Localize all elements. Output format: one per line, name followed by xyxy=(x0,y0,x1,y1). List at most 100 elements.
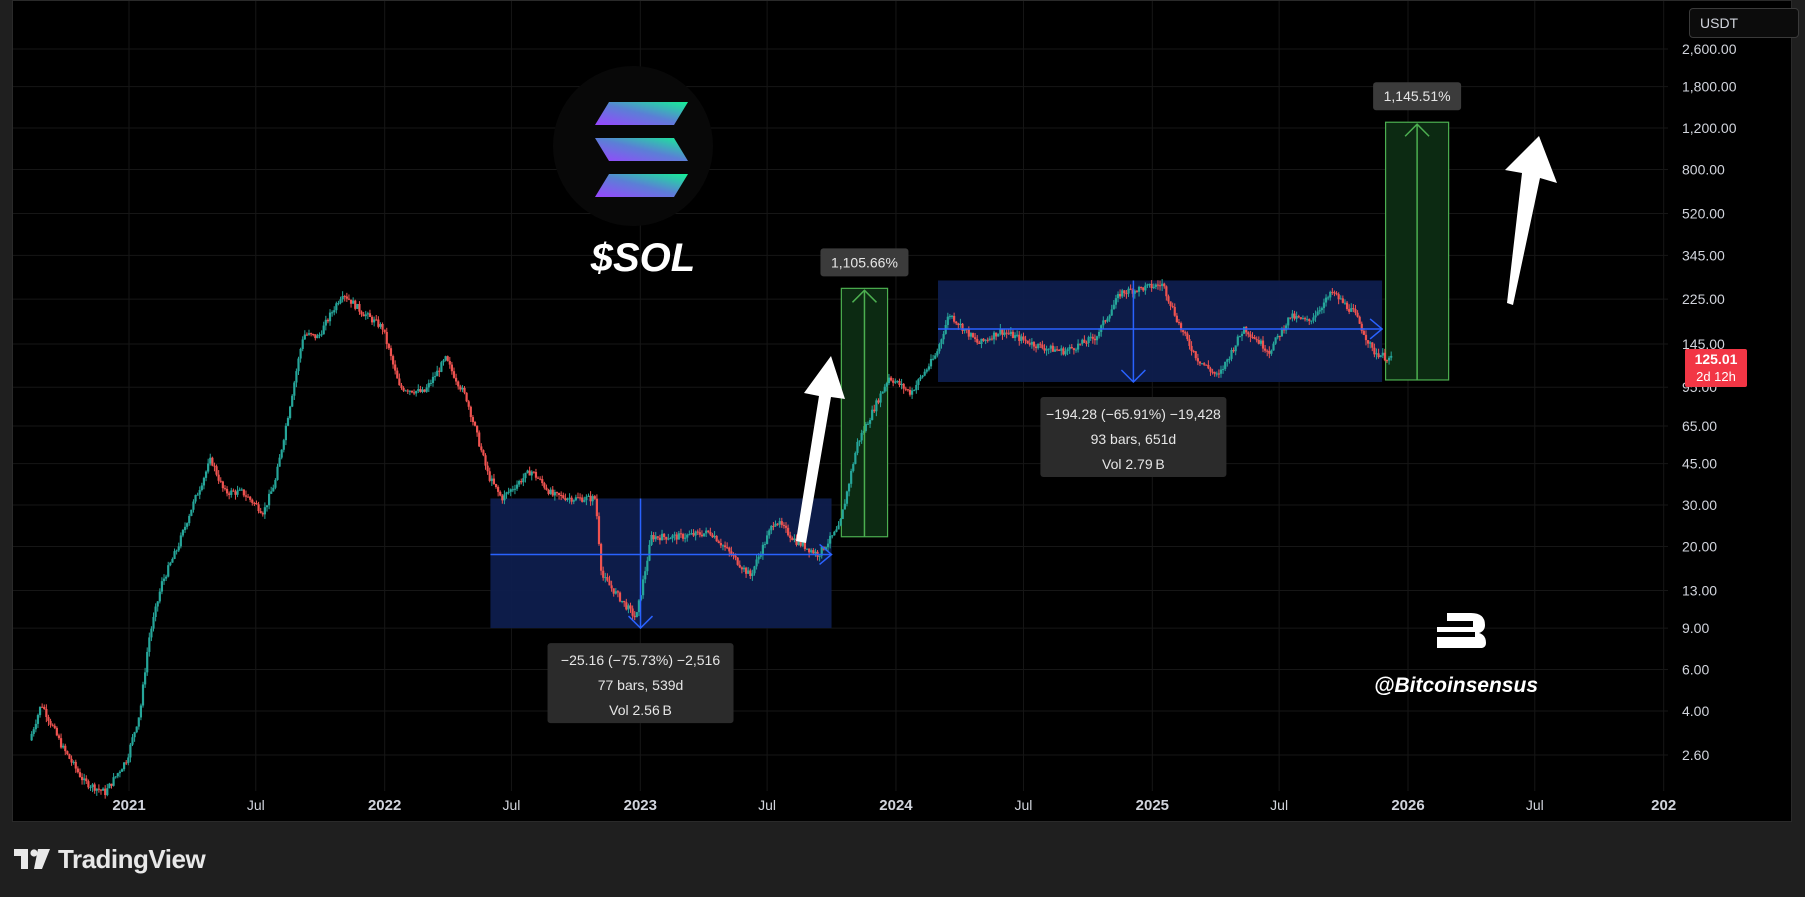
candle xyxy=(370,315,374,325)
candle xyxy=(1001,328,1004,340)
chart-canvas[interactable]: −25.16 (−75.73%) −2,516 77 bars, 539d Vol … xyxy=(13,1,1793,823)
candle xyxy=(499,490,502,497)
candle xyxy=(114,776,117,779)
candle xyxy=(1339,295,1342,300)
candle xyxy=(43,704,46,710)
candle xyxy=(1228,356,1231,364)
candle xyxy=(1039,341,1042,348)
y-tick-label: 345.00 xyxy=(1682,247,1725,263)
candle xyxy=(723,541,727,551)
candle xyxy=(1018,331,1021,346)
candle xyxy=(104,785,107,799)
candle xyxy=(606,573,609,582)
candle xyxy=(850,468,853,488)
candle xyxy=(251,498,254,506)
candle xyxy=(513,484,517,495)
candle xyxy=(1381,348,1384,359)
candle xyxy=(55,726,58,737)
candle xyxy=(375,315,378,321)
candle xyxy=(589,491,592,506)
candle xyxy=(1236,334,1239,347)
candle xyxy=(406,389,409,395)
candle xyxy=(929,354,933,370)
candle xyxy=(923,368,926,377)
candle xyxy=(1104,319,1107,324)
candle xyxy=(572,499,575,505)
candle xyxy=(448,356,451,369)
candle xyxy=(95,788,98,796)
candle xyxy=(713,531,716,539)
candle xyxy=(553,489,556,501)
candle xyxy=(560,491,563,501)
candle xyxy=(1314,310,1317,322)
candle xyxy=(608,575,611,586)
tradingview-logo[interactable]: TradingView xyxy=(14,842,206,876)
candle xyxy=(1261,336,1265,353)
time-axis[interactable]: 2021 Jul 2022 Jul 2023 Jul 2024 Jul 2025 Jul 2026 J… xyxy=(112,797,1676,814)
candle xyxy=(131,734,134,747)
candle xyxy=(833,530,836,536)
candle xyxy=(1253,334,1256,340)
candle xyxy=(183,522,187,533)
range-box[interactable] xyxy=(938,280,1383,382)
candle xyxy=(436,365,439,377)
candle xyxy=(921,374,924,379)
range-box[interactable] xyxy=(490,498,832,629)
range-info-line3: Vol 2.56 B xyxy=(609,702,672,718)
candle xyxy=(1345,300,1349,311)
candle xyxy=(284,423,287,446)
candle xyxy=(1268,346,1271,359)
candle xyxy=(648,540,651,562)
candle xyxy=(1213,371,1216,377)
candle xyxy=(1129,284,1132,291)
candle xyxy=(310,332,313,337)
currency-selector-button[interactable]: USDT xyxy=(1689,8,1799,38)
candle xyxy=(1184,330,1187,337)
candle xyxy=(373,316,376,327)
candle xyxy=(339,296,342,305)
y-tick-label: 2,600.00 xyxy=(1682,41,1737,57)
x-tick-label: 2025 xyxy=(1136,797,1169,814)
x-tick-label: 2024 xyxy=(879,797,913,814)
candle xyxy=(383,329,386,334)
candle xyxy=(1333,290,1336,297)
candle xyxy=(133,731,136,742)
y-tick-label: 13.00 xyxy=(1682,583,1717,599)
candle xyxy=(1154,283,1157,290)
candle xyxy=(1066,347,1069,356)
candle xyxy=(631,605,634,621)
candle xyxy=(444,355,447,362)
candle xyxy=(1177,318,1181,326)
candle xyxy=(396,367,399,379)
candle xyxy=(564,493,567,502)
candle xyxy=(1383,348,1386,362)
candle xyxy=(175,549,178,555)
candle xyxy=(549,487,552,495)
candle xyxy=(1297,314,1300,319)
candle xyxy=(192,499,195,513)
candle xyxy=(232,488,235,492)
candle xyxy=(627,603,630,614)
candle xyxy=(665,536,668,544)
candle xyxy=(585,494,588,506)
candle xyxy=(732,552,735,560)
chart-area[interactable]: −25.16 (−75.73%) −2,516 77 bars, 539d Vol … xyxy=(12,0,1799,823)
candle xyxy=(717,539,720,544)
candle xyxy=(1016,330,1019,338)
price-axis[interactable]: 2,600.00 1,800.00 1,200.00 800.00 520.00 345.… xyxy=(1682,41,1737,763)
candle xyxy=(490,475,493,486)
candle xyxy=(276,463,279,481)
projection-percent: 1,105.66% xyxy=(831,254,898,270)
candle xyxy=(1337,292,1340,305)
candle xyxy=(780,517,783,528)
y-tick-label: 2.60 xyxy=(1682,747,1709,763)
candle xyxy=(551,485,554,497)
candle xyxy=(469,405,472,423)
candle xyxy=(917,378,920,391)
candle xyxy=(541,475,544,486)
candle xyxy=(478,430,481,448)
candle xyxy=(1119,289,1122,300)
candle xyxy=(904,386,907,392)
candle xyxy=(246,493,250,498)
candle xyxy=(646,556,649,576)
